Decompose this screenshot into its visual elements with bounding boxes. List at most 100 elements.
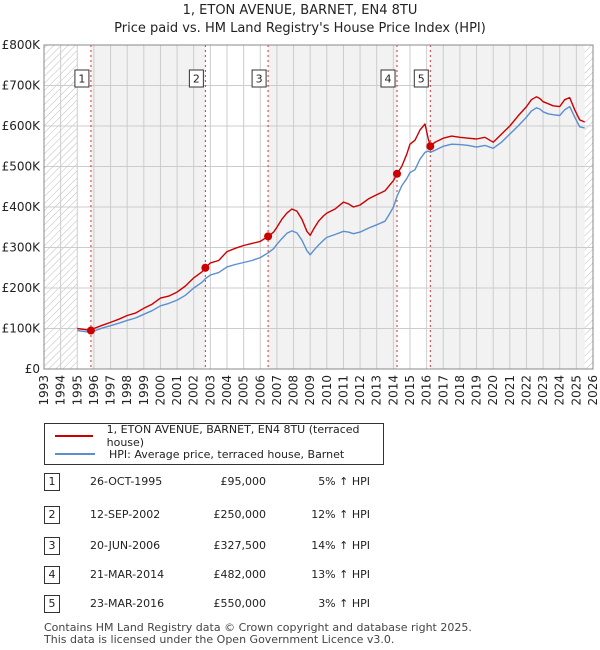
y-tick-label: £200K: [2, 281, 42, 295]
sale-row-1: 1 26-OCT-1995 £95,000 5% ↑ HPI: [44, 473, 464, 491]
x-tick-label: 2003: [203, 375, 217, 406]
x-tick-label: 2021: [503, 375, 517, 406]
hpi-line-swatch: [55, 453, 95, 455]
sale-marker-box: [188, 69, 204, 88]
sale-row-3: 3 20-JUN-2006 £327,500 14% ↑ HPI: [44, 537, 464, 555]
price-chart: 1 2 3 4 5 £0 £100K £200K £300K £400K £500K £600K £7…: [2, 38, 600, 406]
sale-marker-box: [251, 69, 267, 88]
sale-number-badge: 2: [44, 506, 60, 524]
y-tick-label: £600K: [2, 119, 42, 133]
x-tick-label: 2022: [519, 375, 533, 406]
sale-price: £550,000: [213, 597, 267, 610]
x-tick-label: 2004: [220, 375, 234, 406]
x-tick-label: 2012: [353, 375, 367, 406]
x-tick-label: 2025: [569, 375, 583, 406]
footer-line-2: This data is licensed under the Open Gov…: [44, 633, 395, 646]
x-tick-label: 1996: [87, 375, 101, 406]
sale-price: £95,000: [220, 475, 267, 488]
sale-point: [426, 142, 435, 151]
hpi-line: [77, 105, 585, 333]
sale-marker-label: 4: [385, 73, 392, 86]
sale-price: £327,500: [213, 539, 267, 552]
x-tick-label: 2011: [336, 375, 350, 406]
sale-point: [393, 169, 402, 178]
legend-item-property: 1, ETON AVENUE, BARNET, EN4 8TU (terrace…: [55, 423, 383, 449]
property-price-line: [77, 96, 585, 332]
x-tick-label: 2013: [370, 375, 384, 406]
x-tick-label: 1993: [37, 375, 51, 406]
footer-attribution: Contains HM Land Registry data © Crown c…: [44, 622, 472, 646]
sale-marker-box: [74, 69, 90, 88]
x-tick-label: 2026: [586, 375, 600, 406]
sale-hpi-diff: 14% ↑ HPI: [311, 539, 370, 552]
x-tick-label: 2020: [486, 375, 500, 406]
sale-marker-box: [380, 69, 396, 88]
legend-item-hpi: HPI: Average price, terraced house, Barn…: [55, 445, 344, 463]
y-tick-label: £100K: [2, 322, 42, 336]
x-tick-label: 1994: [54, 375, 68, 406]
sale-date: 12-SEP-2002: [90, 508, 161, 521]
sale-number-badge: 5: [44, 595, 60, 613]
property-line-swatch: [55, 435, 93, 437]
x-tick-label: 2006: [253, 375, 267, 406]
x-tick-label: 2002: [187, 375, 201, 406]
x-tick-label: 2014: [386, 375, 400, 406]
sale-row-4: 4 21-MAR-2014 £482,000 13% ↑ HPI: [44, 566, 464, 584]
chart-legend: 1, ETON AVENUE, BARNET, EN4 8TU (terrace…: [44, 423, 384, 465]
sale-marker-label: 3: [256, 73, 263, 86]
x-tick-label: 2017: [436, 375, 450, 406]
sale-number-badge: 3: [44, 537, 60, 555]
sale-point: [264, 232, 273, 241]
x-tick-label: 2007: [270, 375, 284, 406]
sale-hpi-diff: 13% ↑ HPI: [311, 568, 370, 581]
x-tick-label: 2000: [153, 375, 167, 406]
sale-marker-label: 1: [78, 73, 85, 86]
sale-date: 23-MAR-2016: [90, 597, 165, 610]
x-tick-label: 2015: [403, 375, 417, 406]
sale-point: [86, 326, 95, 335]
sale-hpi-diff: 12% ↑ HPI: [311, 508, 370, 521]
x-tick-label: 2018: [453, 375, 467, 406]
y-tick-label: £400K: [2, 200, 42, 214]
sale-marker-box: [413, 69, 429, 88]
sale-date: 26-OCT-1995: [90, 475, 163, 488]
sale-price: £482,000: [213, 568, 267, 581]
chart-title: 1, ETON AVENUE, BARNET, EN4 8TU: [182, 3, 418, 18]
chart-title-block: 1, ETON AVENUE, BARNET, EN4 8TU Price pa…: [0, 2, 600, 38]
x-tick-label: 2019: [470, 375, 484, 406]
sale-marker-label: 2: [193, 73, 200, 86]
x-tick-label: 2023: [536, 375, 550, 406]
x-tick-label: 2024: [553, 375, 567, 406]
sale-row-5: 5 23-MAR-2016 £550,000 3% ↑ HPI: [44, 595, 464, 613]
sale-price: £250,000: [213, 508, 267, 521]
y-tick-label: £300K: [2, 241, 42, 255]
legend-hpi-label: HPI: Average price, terraced house, Barn…: [109, 447, 345, 461]
sale-date: 21-MAR-2014: [90, 568, 165, 581]
chart-subtitle: Price paid vs. HM Land Registry's House …: [114, 21, 486, 36]
y-tick-label: £500K: [2, 160, 42, 174]
plot-frame: [43, 44, 594, 370]
footer-line-1: Contains HM Land Registry data © Crown c…: [44, 621, 472, 634]
sale-row-2: 2 12-SEP-2002 £250,000 12% ↑ HPI: [44, 506, 464, 524]
sale-date: 20-JUN-2006: [90, 539, 161, 552]
x-tick-label: 1999: [137, 375, 151, 406]
sale-hpi-diff: 5% ↑ HPI: [318, 475, 370, 488]
x-tick-label: 2005: [237, 375, 251, 406]
x-tick-label: 2001: [170, 375, 184, 406]
x-tick-label: 1995: [70, 375, 84, 406]
x-tick-label: 1998: [120, 375, 134, 406]
x-tick-label: 2009: [303, 375, 317, 406]
x-tick-label: 2010: [320, 375, 334, 406]
sale-point: [201, 263, 210, 272]
sale-number-badge: 1: [44, 473, 60, 491]
sale-hpi-diff: 3% ↑ HPI: [318, 597, 370, 610]
sale-marker-label: 5: [418, 73, 425, 86]
sale-number-badge: 4: [44, 566, 60, 584]
y-tick-label: £0: [25, 362, 40, 376]
x-tick-label: 2016: [420, 375, 434, 406]
x-tick-label: 1997: [104, 375, 118, 406]
y-tick-label: £800K: [2, 38, 42, 52]
y-tick-label: £700K: [2, 79, 42, 93]
legend-property-label: 1, ETON AVENUE, BARNET, EN4 8TU (terrace…: [106, 423, 360, 449]
x-tick-label: 2008: [287, 375, 301, 406]
